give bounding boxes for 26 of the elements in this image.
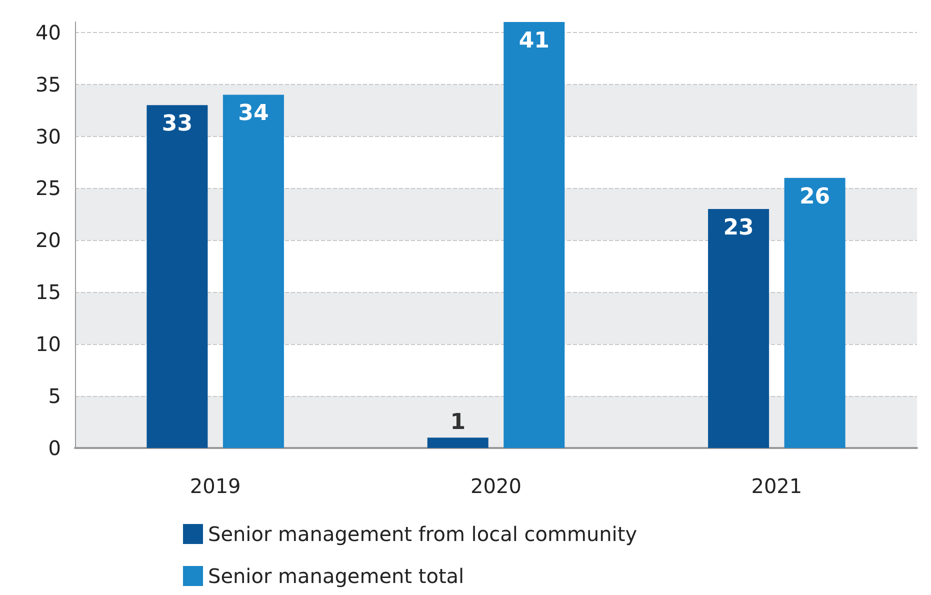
y-tick-label: 0: [48, 436, 61, 460]
y-tick-label: 40: [36, 20, 61, 44]
bar: [146, 105, 208, 448]
data-label: 41: [518, 28, 550, 54]
bar: [427, 438, 488, 448]
y-tick-label: 5: [48, 384, 61, 408]
legend-label: Senior management from local community: [208, 522, 638, 546]
x-tick-label: 2020: [470, 474, 522, 498]
y-tick-label: 25: [36, 176, 61, 200]
y-tick-label: 20: [36, 228, 61, 252]
bar: [222, 94, 284, 448]
x-tick-label: 2021: [751, 474, 802, 498]
data-label: 34: [238, 101, 269, 126]
bar: [784, 178, 846, 448]
y-tick-label: 10: [36, 332, 61, 356]
data-label: 26: [799, 184, 830, 210]
data-label: 23: [723, 216, 754, 241]
y-tick-label: 35: [36, 72, 61, 96]
y-tick-label: 30: [36, 124, 61, 148]
bar: [504, 22, 565, 448]
data-label: 1: [450, 410, 466, 436]
bar: [708, 209, 770, 448]
y-tick-label: 15: [36, 280, 61, 304]
legend-label: Senior management total: [208, 564, 464, 588]
x-tick-label: 2019: [190, 474, 241, 498]
data-label: 33: [162, 112, 193, 137]
